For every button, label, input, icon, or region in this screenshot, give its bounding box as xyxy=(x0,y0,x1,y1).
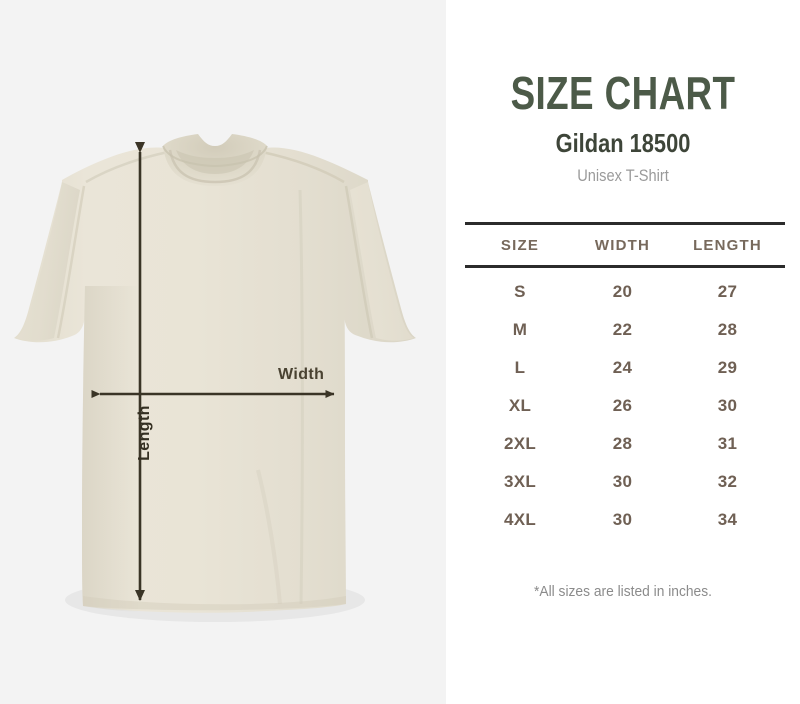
column-header-size: SIZE xyxy=(465,222,575,268)
table-row: L 24 29 xyxy=(465,349,785,387)
cell-width: 30 xyxy=(612,510,633,529)
cell-size: XL xyxy=(508,396,532,415)
size-table: SIZE WIDTH LENGTH S 20 27 M 22 28 L xyxy=(465,222,785,539)
cell-width: 22 xyxy=(612,320,633,339)
cell-size: L xyxy=(514,358,526,377)
cell-width: 24 xyxy=(612,358,633,377)
size-chart-panel: SIZE CHART Gildan 18500 Unisex T-Shirt S… xyxy=(446,0,800,704)
cell-size: M xyxy=(512,320,528,339)
length-measure-label: Length xyxy=(136,405,153,461)
table-row: XL 26 30 xyxy=(465,387,785,425)
cell-length: 34 xyxy=(717,510,738,529)
measurement-arrows xyxy=(91,142,335,601)
table-row: 4XL 30 34 xyxy=(465,501,785,539)
chart-product-type: Unisex T-Shirt xyxy=(577,166,669,185)
cell-size: 3XL xyxy=(503,472,537,491)
table-row: 3XL 30 32 xyxy=(465,463,785,501)
size-table-head: SIZE WIDTH LENGTH xyxy=(465,222,785,268)
cell-length: 31 xyxy=(717,434,738,453)
cell-length: 30 xyxy=(717,396,738,415)
product-photo-panel: Width Length xyxy=(0,0,446,704)
column-header-length: LENGTH xyxy=(670,222,785,268)
chart-header-block: SIZE CHART Gildan 18500 Unisex T-Shirt xyxy=(446,0,800,184)
cell-size: S xyxy=(514,282,526,301)
table-row: 2XL 28 31 xyxy=(465,425,785,463)
cell-width: 20 xyxy=(612,282,633,301)
cell-length: 32 xyxy=(717,472,738,491)
cell-width: 26 xyxy=(612,396,633,415)
cell-length: 29 xyxy=(717,358,738,377)
cell-size: 2XL xyxy=(503,434,537,453)
chart-subtitle: Gildan 18500 xyxy=(555,128,691,158)
cell-width: 28 xyxy=(612,434,633,453)
cell-width: 30 xyxy=(612,472,633,491)
cell-length: 28 xyxy=(717,320,738,339)
width-measure-label: Width xyxy=(278,366,325,383)
table-row: S 20 27 xyxy=(465,267,785,312)
cell-size: 4XL xyxy=(503,510,537,529)
column-header-width: WIDTH xyxy=(575,222,670,268)
tshirt-illustration xyxy=(14,134,416,622)
cell-length: 27 xyxy=(717,282,738,301)
size-table-body: S 20 27 M 22 28 L 24 29 XL 26 30 xyxy=(465,267,785,540)
chart-footnote: *All sizes are listed in inches. xyxy=(534,583,712,600)
table-row: M 22 28 xyxy=(465,311,785,349)
chart-title: SIZE CHART xyxy=(510,67,736,119)
size-table-header-row: SIZE WIDTH LENGTH xyxy=(465,222,785,268)
